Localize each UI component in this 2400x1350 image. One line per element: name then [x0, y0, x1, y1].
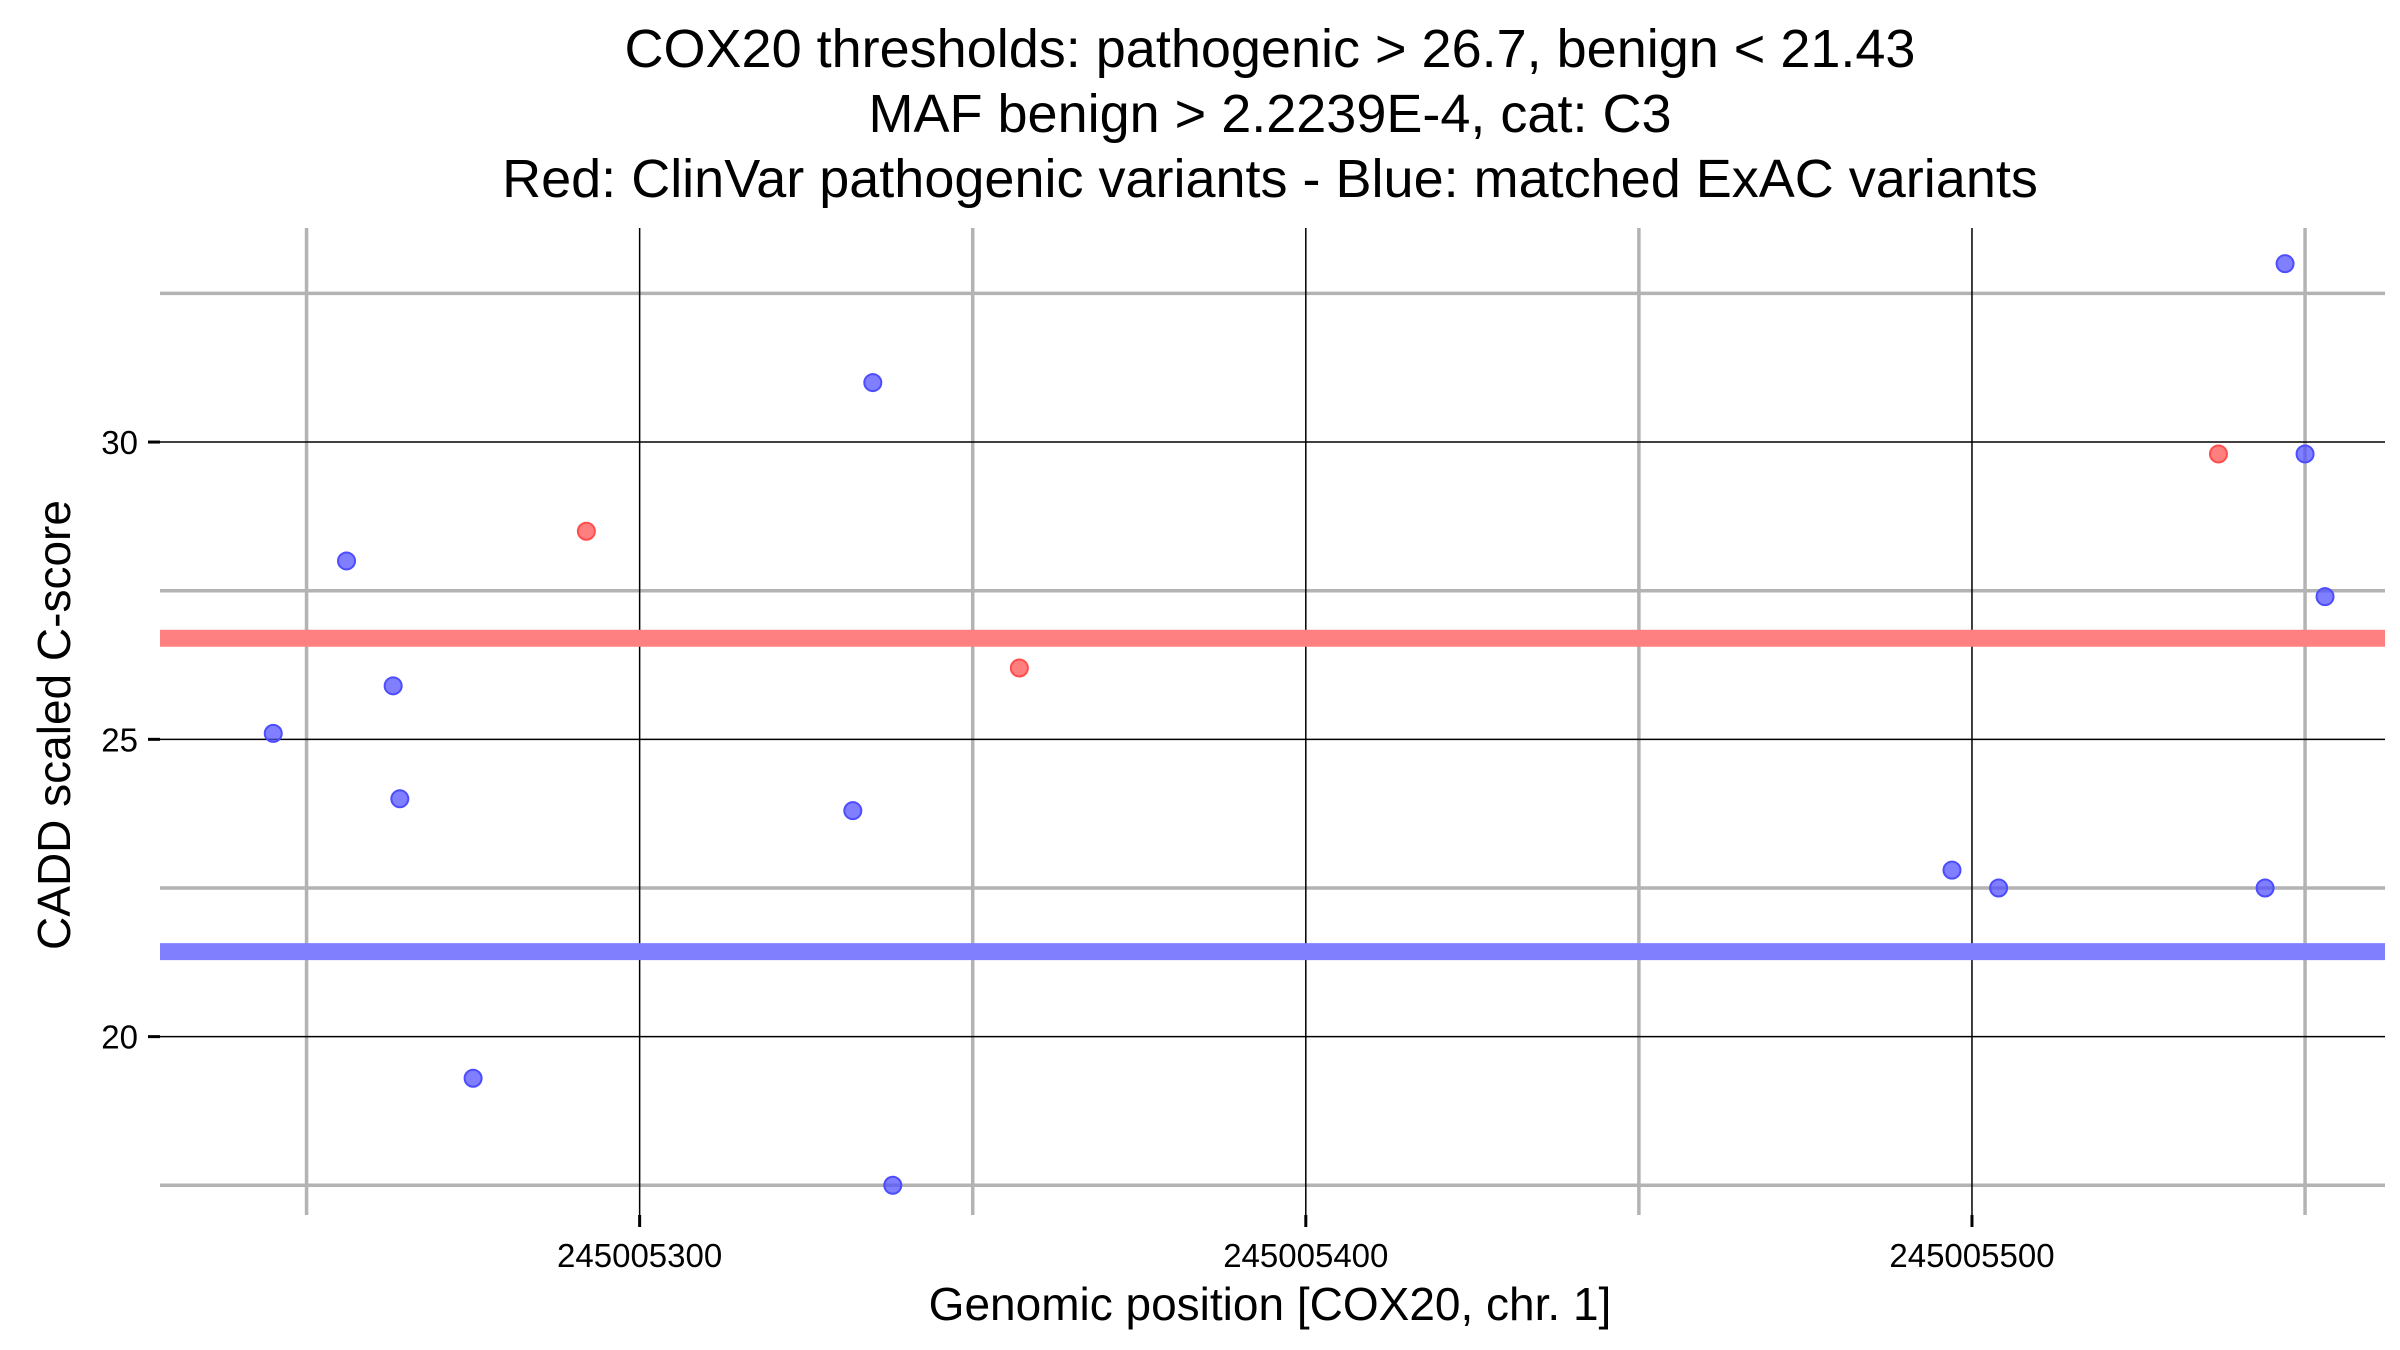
exac-matched-point — [1942, 860, 1962, 880]
clinvar-pathogenic-point — [2208, 444, 2228, 464]
chart-title-line-2: MAF benign > 2.2239E-4, cat: C3 — [869, 84, 1672, 144]
exac-matched-point — [383, 676, 403, 696]
exac-matched-point — [843, 801, 863, 821]
chart-title-line-3: Red: ClinVar pathogenic variants - Blue:… — [502, 149, 2038, 209]
exac-matched-point — [263, 723, 283, 743]
axes: 245005300 245005400 245005500 20 25 30 — [101, 424, 2054, 1274]
exac-matched-point — [2255, 878, 2275, 898]
exac-matched-point — [1989, 878, 2009, 898]
x-axis-label: Genomic position [COX20, chr. 1] — [929, 1278, 1612, 1330]
exac-matched-point — [2275, 254, 2295, 274]
y-tick-label: 30 — [101, 424, 138, 461]
exac-matched-point — [2295, 444, 2315, 464]
grid-lines — [160, 228, 2385, 1215]
exac-matched-point — [2315, 587, 2335, 607]
exac-matched-point — [883, 1175, 903, 1195]
clinvar-pathogenic-point — [1009, 658, 1029, 678]
chart-title-line-1: COX20 thresholds: pathogenic > 26.7, ben… — [625, 19, 1916, 79]
exac-matched-point — [337, 551, 357, 571]
exac-matched-point — [390, 789, 410, 809]
threshold-lines — [160, 629, 2385, 961]
y-tick-label: 25 — [101, 721, 138, 758]
x-tick-label: 245005300 — [557, 1237, 722, 1274]
y-tick-label: 20 — [101, 1019, 138, 1056]
clinvar-pathogenic-point — [576, 521, 596, 541]
x-tick-label: 245005500 — [1889, 1237, 2054, 1274]
data-points — [263, 254, 2335, 1195]
exac-matched-point — [463, 1068, 483, 1088]
y-axis-label: CADD scaled C-score — [28, 500, 80, 950]
x-tick-label: 245005400 — [1223, 1237, 1388, 1274]
exac-matched-point — [863, 373, 883, 393]
